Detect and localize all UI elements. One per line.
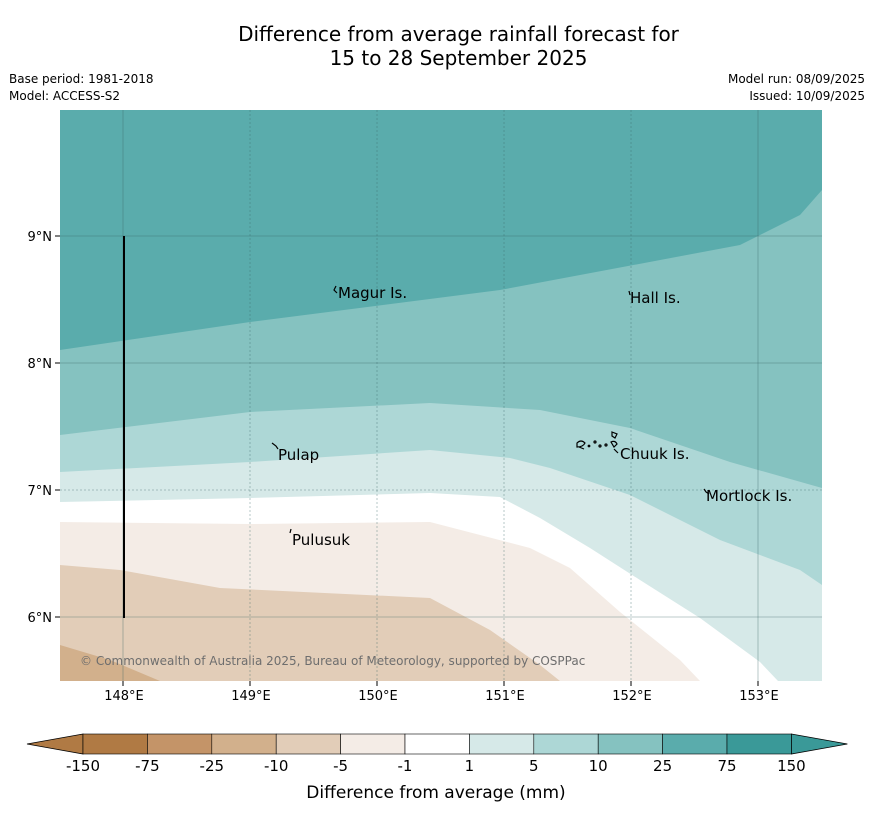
colorbar-tick-label: 1 — [465, 757, 475, 775]
colorbar-tick-label: -10 — [264, 757, 289, 775]
colorbar-arrow-left — [26, 733, 84, 755]
band-minus10-minus25 — [60, 645, 160, 681]
colorbar-segment — [597, 733, 663, 755]
lat-label-7n: 7°N — [28, 484, 53, 499]
lon-label-150e: 150°E — [358, 689, 398, 704]
hall-island-shape — [628, 290, 631, 296]
title-line-2: 15 to 28 September 2025 — [329, 46, 588, 70]
colorbar-segment — [147, 733, 213, 755]
lat-label-8n: 8°N — [28, 357, 53, 372]
colorbar-tick-label: 150 — [777, 757, 806, 775]
mortlock-island-shape — [703, 488, 710, 495]
colorbar-segment — [726, 733, 792, 755]
colorbar-tick-label: -75 — [135, 757, 160, 775]
label-hall: Hall Is. — [630, 289, 681, 307]
colorbar-segment — [662, 733, 728, 755]
magur-island-shape — [333, 285, 338, 294]
model-name: Model: ACCESS-S2 — [9, 89, 121, 103]
longitude-labels: 148°E 149°E 150°E 151°E 152°E 153°E — [104, 681, 779, 704]
place-labels: Magur Is. Hall Is. Pulap Chuuk Is. Mortl… — [278, 284, 792, 549]
colorbar-tick-label: -1 — [398, 757, 413, 775]
colorbar-segment — [404, 733, 470, 755]
colorbar-segments — [26, 733, 848, 755]
band-minus5-minus10 — [60, 565, 560, 681]
lon-label-148e: 148°E — [104, 689, 144, 704]
pulusuk-island-shape — [289, 528, 292, 534]
label-magur: Magur Is. — [338, 284, 407, 302]
copyright-notice: © Commonwealth of Australia 2025, Bureau… — [80, 654, 585, 668]
lon-label-152e: 152°E — [612, 689, 652, 704]
colorbar-segment — [82, 733, 148, 755]
latitude-labels: 9°N 8°N 7°N 6°N — [28, 230, 60, 626]
colorbar-segment — [211, 733, 277, 755]
map-title: Difference from average rainfall forecas… — [0, 22, 873, 70]
colorbar-segment — [469, 733, 535, 755]
colorbar-tick-label: -5 — [333, 757, 348, 775]
label-mortlock: Mortlock Is. — [706, 487, 792, 505]
meta-right: Model run: 08/09/2025 Issued: 10/09/2025 — [728, 71, 865, 105]
colorbar-tick-label: 10 — [589, 757, 608, 775]
colorbar-ticks: -150 -75 -25 -10 -5 -1 1 5 10 25 75 150 — [66, 757, 806, 775]
label-chuuk: Chuuk Is. — [620, 445, 689, 463]
lon-label-151e: 151°E — [485, 689, 525, 704]
colorbar-arrow-right — [791, 733, 848, 755]
issued-date: Issued: 10/09/2025 — [749, 89, 865, 103]
lat-label-6n: 6°N — [28, 611, 53, 626]
lon-label-153e: 153°E — [739, 689, 779, 704]
base-period: Base period: 1981-2018 — [9, 72, 154, 86]
lon-label-149e: 149°E — [231, 689, 271, 704]
colorbar-tick-label: 5 — [529, 757, 539, 775]
chuuk-lagoon-shape — [576, 431, 619, 454]
model-run: Model run: 08/09/2025 — [727, 72, 865, 86]
colorbar-segment — [340, 733, 406, 755]
label-pulap: Pulap — [278, 446, 319, 464]
lat-label-9n: 9°N — [28, 230, 53, 245]
colorbar-tick-label: -150 — [66, 757, 100, 775]
colorbar-tick-label: 25 — [653, 757, 672, 775]
rainfall-anomaly-map: Magur Is. Hall Is. Pulap Chuuk Is. Mortl… — [60, 110, 822, 681]
pulap-island-shape — [271, 442, 279, 450]
title-line-1: Difference from average rainfall forecas… — [238, 22, 679, 46]
island-outlines — [271, 285, 710, 534]
colorbar-label: Difference from average (mm) — [306, 783, 565, 803]
label-pulusuk: Pulusuk — [292, 531, 350, 549]
meta-left: Base period: 1981-2018 Model: ACCESS-S2 — [9, 71, 154, 105]
colorbar-segment — [275, 733, 341, 755]
colorbar-tick-label: 75 — [717, 757, 736, 775]
colorbar-segment — [533, 733, 599, 755]
colorbar: -150 -75 -25 -10 -5 -1 1 5 10 25 75 150 Difference … — [26, 733, 848, 803]
colorbar-tick-label: -25 — [200, 757, 225, 775]
